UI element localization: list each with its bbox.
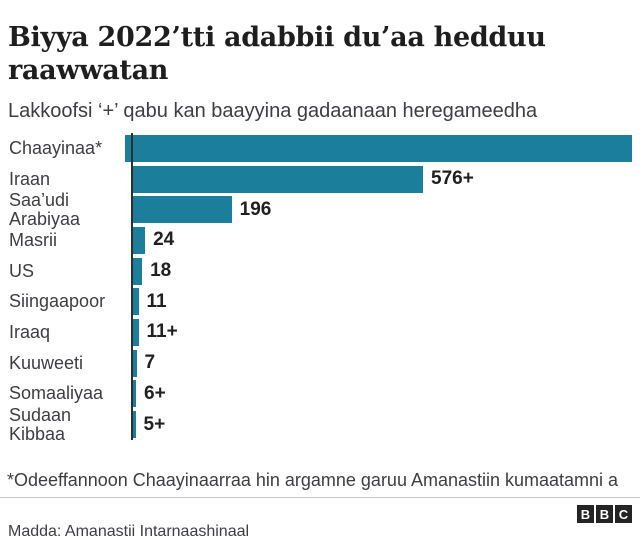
country-label: Somaaliyaa	[9, 383, 104, 404]
chart-row: Iraaq 11+	[0, 317, 640, 348]
chart-rows: Chaayinaa* Iraan 576+ Saa’udi Arabiyaa 196 Ma…	[0, 133, 640, 443]
country-label: Iraaq	[9, 321, 51, 342]
value-bar	[133, 257, 143, 285]
value-label: 576+	[431, 168, 474, 190]
value-bar	[133, 349, 137, 377]
value-bar	[133, 196, 232, 224]
chart-row: Masrii 24	[0, 225, 640, 256]
chart-row: Saa’udi Arabiyaa 196	[0, 190, 640, 228]
page-title: Biyya 2022’tti adabbii du’aa hedduu raaw…	[8, 22, 546, 87]
value-bar	[133, 411, 136, 439]
value-bar	[133, 380, 137, 408]
bar-track	[125, 133, 640, 164]
country-label: Masrii	[9, 229, 57, 250]
chart-row: Sudaan Kibbaa 5+	[0, 405, 640, 443]
value-bar	[125, 134, 632, 162]
source-text: Madda: Amanastii Intarnaashinaal	[8, 523, 250, 540]
chart-row: Somaaliyaa 6+	[0, 379, 640, 410]
bbc-logo-letter: B	[596, 505, 613, 523]
bar-track: 576+	[133, 164, 640, 195]
bar-track: 6+	[133, 379, 640, 410]
country-label: Saa’udi Arabiyaa	[9, 189, 81, 229]
country-label: Kuuweeti	[9, 352, 84, 373]
value-label: 11	[146, 290, 167, 312]
country-label: Sudaan Kibbaa	[9, 404, 72, 444]
value-label: 196	[239, 198, 272, 220]
bar-track: 7	[133, 348, 640, 379]
value-bar	[133, 226, 146, 254]
bbc-logo-letter: B	[577, 505, 594, 523]
country-label: Siingaapoor	[9, 291, 106, 312]
bar-chart: Chaayinaa* Iraan 576+ Saa’udi Arabiyaa 196 Ma…	[0, 133, 640, 443]
value-bar	[133, 318, 139, 346]
value-label: 11+	[146, 321, 178, 343]
chart-row: Iraan 576+	[0, 164, 640, 195]
bar-track: 5+	[133, 409, 640, 440]
chart-row: Kuuweeti 7	[0, 348, 640, 379]
value-label: 24	[153, 229, 175, 251]
value-bar	[133, 288, 139, 316]
chart-footnote: *Odeeffannoon Chaayinaarraa hin argamne …	[7, 470, 619, 490]
chart-row: US 18	[0, 256, 640, 287]
chart-row: Chaayinaa*	[0, 133, 640, 164]
value-label: 6+	[144, 382, 166, 404]
y-axis-line	[131, 133, 133, 440]
value-label: 5+	[143, 413, 166, 435]
bbc-logo-letter: C	[615, 505, 632, 523]
country-label: Chaayinaa*	[9, 137, 103, 158]
bar-track: 18	[133, 256, 640, 287]
footer-divider	[0, 497, 640, 498]
bar-track: 196	[133, 194, 640, 225]
value-bar	[133, 165, 424, 193]
bar-track: 11	[133, 286, 640, 317]
chart-row: Siingaapoor 11	[0, 286, 640, 317]
bar-track: 11+	[133, 317, 640, 348]
value-label: 18	[150, 260, 172, 282]
country-label: Iraan	[9, 168, 51, 189]
chart-subtitle: Lakkoofsi ‘+’ qabu kan baayyina gadaanaa…	[8, 100, 538, 122]
bar-track: 24	[133, 225, 640, 256]
country-label: US	[9, 260, 35, 281]
value-label: 7	[144, 352, 156, 374]
